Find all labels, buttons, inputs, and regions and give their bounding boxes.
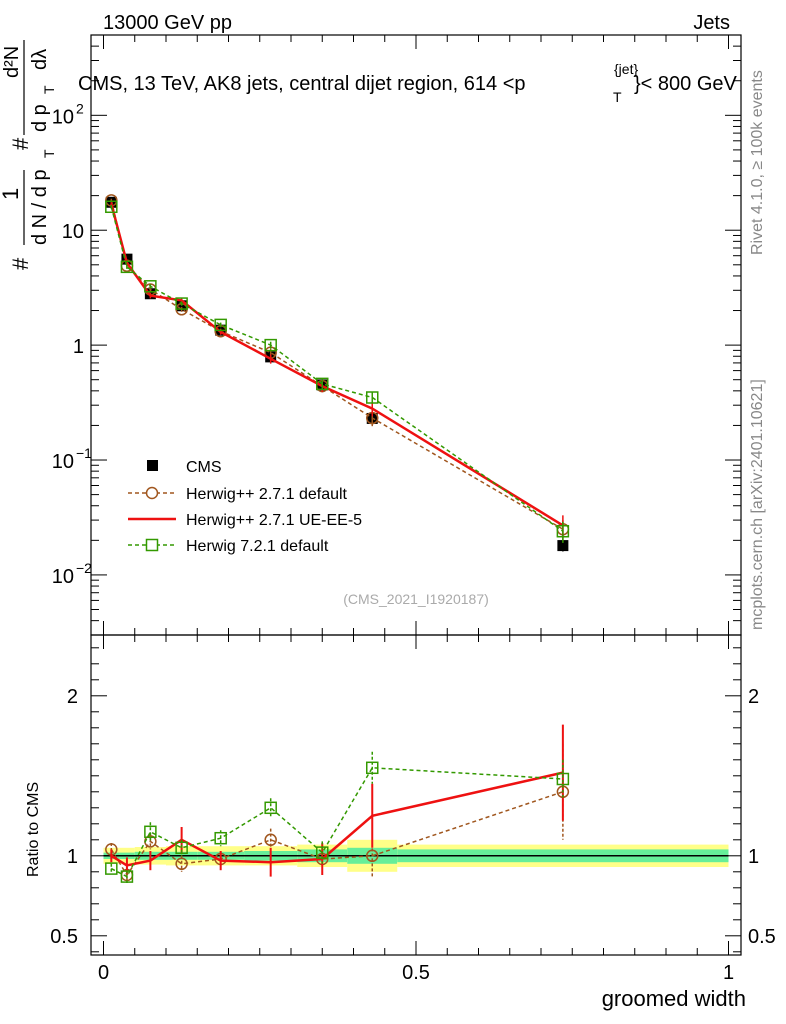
main-point-herwig-7-2-1-default <box>120 260 134 274</box>
main-point-herwig-7-2-1-default <box>556 524 570 538</box>
ratio-x-tick-label: 0 <box>98 962 109 984</box>
ratio-point-herwig-7-2-1-default <box>264 801 277 815</box>
ratio-point-herwig-7-2-1-default <box>214 831 227 845</box>
main-point-herwig-7-2-1-default <box>316 377 329 391</box>
main-line-herwig-2-7-1-ue-ee-5 <box>110 203 564 527</box>
main-point-herwig-7-2-1-default <box>105 200 118 214</box>
process-label: Jets <box>693 12 730 34</box>
ratio-panel-frame <box>90 634 742 956</box>
ratio-y-tick-label-right: 0.5 <box>748 926 776 948</box>
ratio-point-herwig-2-7-1-default <box>264 833 277 847</box>
main-y-axis-label: # 1 d N / d p T # d²N d p T dλ <box>0 40 57 270</box>
ratio-point-herwig-2-7-1-default <box>366 849 379 863</box>
main-y-tick-label-exp: 2 <box>76 100 84 116</box>
analysis-id: (CMS_2021_I1920187) <box>343 591 489 607</box>
legend-label-herwig721: Herwig 7.2.1 default <box>186 538 329 555</box>
ratio-x-tick-label: 0.5 <box>402 962 430 984</box>
ratio-point-herwig-7-2-1-default <box>144 825 157 839</box>
main-y-tick-label-exp: −2 <box>76 560 92 576</box>
rivet-label: Rivet 4.1.0, ≥ 100k events <box>749 70 766 255</box>
main-y-tick-label: 1 <box>73 336 84 358</box>
main-line-herwig-7-2-1-default <box>110 206 564 532</box>
ratio-point-herwig-2-7-1-default <box>175 857 188 871</box>
ratio-panel: 0.5 0.5 1 1 2 2 0 0.5 1 <box>50 635 776 984</box>
main-y-tick-label: 10 <box>52 566 74 588</box>
main-point-herwig-7-2-1-default <box>175 297 188 310</box>
legend-marker-cms <box>147 460 158 471</box>
ratio-y-tick-label: 1 <box>67 846 78 868</box>
legend-label-cms: CMS <box>186 459 222 476</box>
title-sub: T <box>613 89 622 105</box>
ratio-point-herwig-7-2-1-default <box>366 761 379 775</box>
main-point-herwig-7-2-1-default <box>264 338 277 352</box>
ylabel-T2: T <box>41 85 57 94</box>
ylabel-T: T <box>41 149 57 158</box>
main-y-tick-label-exp: −1 <box>76 445 92 461</box>
legend-marker-herwigpp-default <box>145 486 159 500</box>
legend-label-herwigpp-default: Herwig++ 2.7.1 default <box>186 486 348 503</box>
mcplots-label: mcplots.cern.ch [arXiv:2401.10621] <box>749 379 766 630</box>
ratio-point-herwig-7-2-1-default <box>105 862 118 875</box>
ylabel-one: 1 <box>0 188 23 200</box>
ylabel-dN-dpT: d N / d p <box>29 169 51 245</box>
main-y-tick-label: 10 <box>62 221 84 243</box>
main-point-herwig-7-2-1-default <box>214 318 227 332</box>
legend: CMS Herwig++ 2.7.1 default Herwig++ 2.7.… <box>128 459 362 555</box>
plot-title: CMS, 13 TeV, AK8 jets, central dijet reg… <box>78 61 738 105</box>
ylabel-d2N: d²N <box>1 46 23 78</box>
ylabel-hash2: # <box>8 137 33 150</box>
main-y-tick-label: 10 <box>52 451 74 473</box>
ratio-point-herwig-7-2-1-default <box>175 841 188 855</box>
x-axis-label: groomed width <box>602 986 746 1011</box>
ratio-y-tick-label-right: 1 <box>748 846 759 868</box>
main-line-herwig-2-7-1-default <box>110 200 564 530</box>
ratio-point-herwig-7-2-1-default <box>316 846 329 859</box>
ylabel-dlambda: dλ <box>29 49 51 70</box>
main-point-herwig-7-2-1-default <box>366 391 379 404</box>
ratio-x-tick-label: 1 <box>723 962 734 984</box>
ratio-y-axis-label: Ratio to CMS <box>25 782 42 877</box>
energy-label: 13000 GeV pp <box>103 12 232 34</box>
ylabel-hash1: # <box>8 257 33 270</box>
title-end: }< 800 GeV <box>634 73 738 95</box>
ylabel-dpT: d p <box>29 104 51 132</box>
main-y-tick-label: 10 <box>52 106 74 128</box>
ratio-y-tick-label: 0.5 <box>50 926 78 948</box>
main-point-herwig-7-2-1-default <box>144 280 157 293</box>
ratio-y-tick-label-right: 2 <box>748 686 759 708</box>
legend-label-herwigpp-ueee5: Herwig++ 2.7.1 UE-EE-5 <box>186 512 362 529</box>
title-sup: {jet} <box>614 61 638 77</box>
main-point-cms <box>557 540 569 552</box>
legend-marker-herwig721 <box>145 538 159 552</box>
ratio-y-tick-label: 2 <box>67 686 78 708</box>
ratio-point-herwig-7-2-1-default <box>556 772 570 786</box>
title-main: CMS, 13 TeV, AK8 jets, central dijet reg… <box>78 73 526 95</box>
ratio-point-herwig-7-2-1-default <box>120 870 134 883</box>
